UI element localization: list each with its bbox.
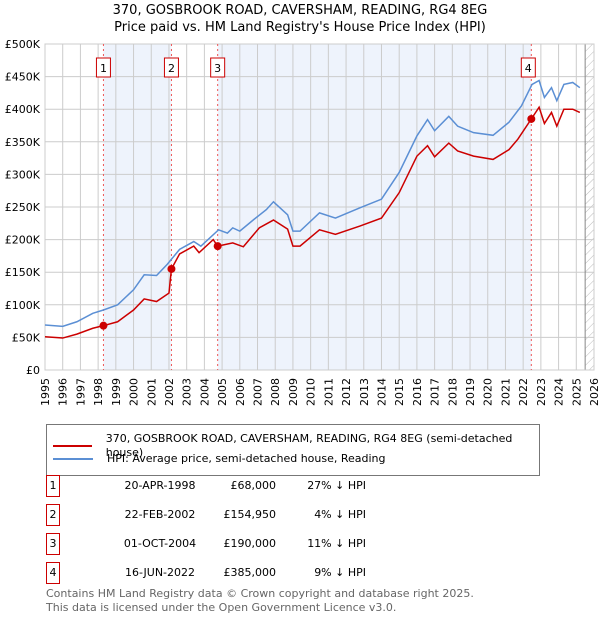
- sale-point: [99, 321, 108, 330]
- sale-label-box: [210, 57, 226, 78]
- footer-licence: This data is licensed under the Open Gov…: [46, 601, 397, 614]
- table-row: 4 16-JUN-2022 £385,000 9% ↓ HPI: [46, 562, 546, 584]
- y-tick-label: £50K: [12, 331, 41, 344]
- x-tick-label: 1995: [39, 378, 52, 406]
- x-tick-label: 2015: [393, 378, 406, 406]
- x-tick-label: 2017: [429, 378, 442, 406]
- x-tick-label: 2007: [252, 378, 265, 406]
- x-tick-label: 1999: [110, 378, 123, 406]
- sale-label: 2: [168, 62, 175, 75]
- y-tick-label: £150K: [5, 266, 41, 279]
- x-tick-label: 1996: [57, 378, 70, 406]
- x-tick-label: 1998: [92, 378, 105, 406]
- x-tick-label: 2003: [181, 378, 194, 406]
- table-row: 2 22-FEB-2002 £154,950 4% ↓ HPI: [46, 504, 546, 526]
- x-tick-label: 2019: [464, 378, 477, 406]
- sale-number-badge: 3: [46, 533, 60, 555]
- hpi-difference: 27% ↓ HPI: [307, 479, 366, 492]
- hpi-difference: 9% ↓ HPI: [314, 566, 366, 579]
- legend: 370, GOSBROOK ROAD, CAVERSHAM, READING, …: [46, 424, 540, 476]
- plot-area: 1995 1996 1997 1998 1999 2000 2001 2002 2003 2004…: [5, 38, 600, 406]
- y-tick-label: £200K: [5, 234, 41, 247]
- y-tick-label: £250K: [5, 201, 41, 214]
- sale-point: [527, 114, 536, 123]
- y-tick-label: £450K: [5, 71, 41, 84]
- x-tick-label: 2002: [163, 378, 176, 406]
- legend-item-hpi: HPI: Average price, semi-detached house,…: [47, 452, 386, 466]
- sale-number-badge: 1: [46, 475, 60, 497]
- hpi-difference: 4% ↓ HPI: [314, 508, 366, 521]
- sale-point: [213, 242, 222, 251]
- sale-date: 20-APR-1998: [124, 479, 196, 492]
- x-tick-label: 2006: [234, 378, 247, 406]
- x-tick-label: 1997: [74, 378, 87, 406]
- y-tick-label: £400K: [5, 103, 41, 116]
- x-tick-label: 2025: [570, 378, 583, 406]
- x-tick-label: 2011: [322, 378, 335, 406]
- x-tick-label: 2012: [340, 378, 353, 406]
- plot-border: [44, 43, 595, 371]
- legend-label: HPI: Average price, semi-detached house,…: [107, 452, 386, 465]
- x-tick-label: 2024: [553, 378, 566, 406]
- x-tick-label: 2008: [269, 378, 282, 406]
- x-tick-label: 2023: [535, 378, 548, 406]
- sale-price: £190,000: [223, 537, 277, 550]
- sale-label-box: [95, 57, 111, 78]
- x-tick-label: 2022: [517, 378, 530, 406]
- sale-label-box: [520, 57, 536, 78]
- x-tick-label: 2010: [305, 378, 318, 406]
- y-tick-label: £100K: [5, 299, 41, 312]
- sale-date: 01-OCT-2004: [123, 537, 197, 550]
- x-tick-label: 2013: [358, 378, 371, 406]
- x-tick-label: 2014: [375, 378, 388, 406]
- sale-label: 3: [214, 62, 221, 75]
- sale-date: 22-FEB-2002: [124, 508, 196, 521]
- x-tick-label: 2021: [499, 378, 512, 406]
- hpi-line: [44, 79, 581, 328]
- sale-number-badge: 2: [46, 504, 60, 526]
- x-tick-label: 2016: [411, 378, 424, 406]
- sale-number-badge: 4: [46, 562, 60, 584]
- table-row: 1 20-APR-1998 £68,000 27% ↓ HPI: [46, 475, 546, 497]
- sale-point: [167, 264, 176, 273]
- sale-price: £68,000: [230, 479, 277, 492]
- y-tick-label: £300K: [5, 168, 41, 181]
- x-tick-label: 2004: [198, 378, 211, 406]
- x-tick-label: 2020: [482, 378, 495, 406]
- x-tick-label: 2018: [446, 378, 459, 406]
- x-tick-label: 2001: [145, 378, 158, 406]
- sale-price: £154,950: [223, 508, 277, 521]
- sale-date: 16-JUN-2022: [124, 566, 196, 579]
- table-row: 3 01-OCT-2004 £190,000 11% ↓ HPI: [46, 533, 546, 555]
- hpi-difference: 11% ↓ HPI: [307, 537, 366, 550]
- x-tick-label: 2026: [588, 378, 600, 406]
- legend-swatch-red: [53, 445, 92, 447]
- legend-swatch-blue: [53, 458, 93, 460]
- x-tick-label: 2000: [128, 378, 141, 406]
- footer-copyright: Contains HM Land Registry data © Crown c…: [46, 587, 474, 600]
- x-tick-label: 2005: [216, 378, 229, 406]
- sale-label: 1: [100, 62, 107, 75]
- y-tick-label: £350K: [5, 136, 41, 149]
- chart-subtitle: Price paid vs. HM Land Registry's House …: [114, 20, 486, 35]
- x-tick-label: 2009: [287, 378, 300, 406]
- sale-label-box: [163, 57, 179, 78]
- price-paid-line: [44, 105, 581, 339]
- chart-title: 370, GOSBROOK ROAD, CAVERSHAM, READING, …: [112, 3, 488, 18]
- y-tick-label: £0: [26, 364, 40, 377]
- sale-price: £385,000: [223, 566, 277, 579]
- y-tick-label: £500K: [5, 38, 41, 51]
- legend-label: 370, GOSBROOK ROAD, CAVERSHAM, READING, …: [105, 432, 513, 459]
- sale-label: 4: [525, 62, 532, 75]
- legend-item-property: 370, GOSBROOK ROAD, CAVERSHAM, READING, …: [47, 432, 539, 460]
